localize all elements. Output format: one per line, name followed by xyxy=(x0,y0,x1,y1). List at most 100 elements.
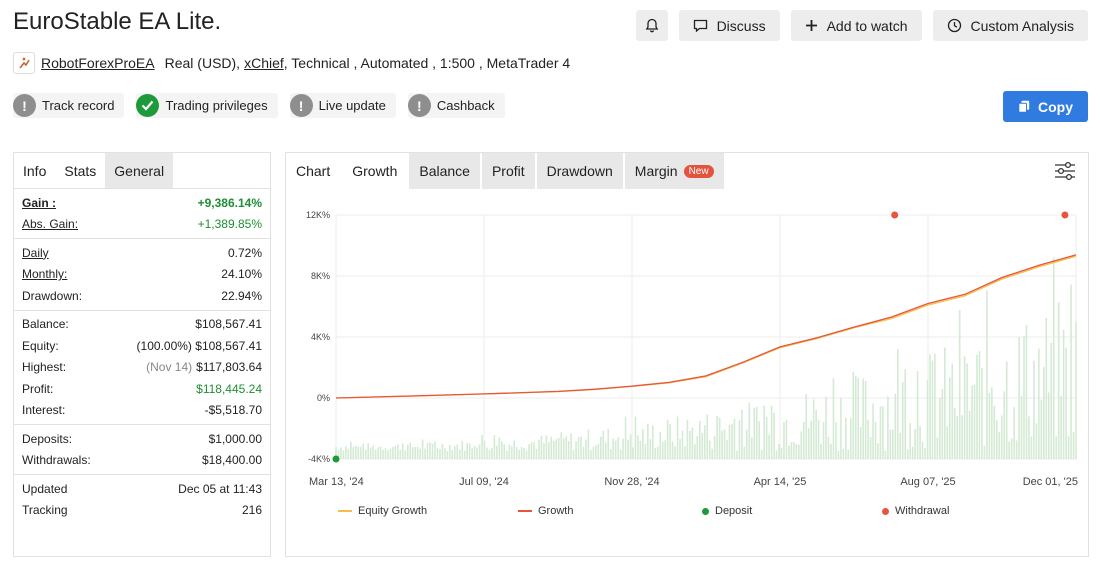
y-tick-label: 8K% xyxy=(311,271,330,281)
badge-trading-privileges[interactable]: Trading privileges xyxy=(136,93,278,118)
notification-button[interactable] xyxy=(635,10,668,41)
activity-bar xyxy=(951,363,954,459)
tab-balance[interactable]: Balance xyxy=(409,153,480,189)
broker-link[interactable]: xChief xyxy=(244,55,284,71)
legend-growth[interactable]: Growth xyxy=(518,505,573,517)
owner-link[interactable]: RobotForexProEA xyxy=(41,55,155,71)
activity-bar xyxy=(523,448,525,459)
legend-equity-growth[interactable]: Equity Growth xyxy=(338,505,427,517)
activity-bar xyxy=(993,405,996,459)
activity-bar xyxy=(627,439,629,459)
activity-bar xyxy=(478,444,481,459)
activity-bar xyxy=(369,447,372,459)
activity-bar xyxy=(706,414,709,459)
legend-deposit[interactable]: Deposit xyxy=(702,505,752,517)
activity-bar xyxy=(889,429,892,459)
growth-chart[interactable]: 12K% 8K% 4K% 0% -4K% Mar 13, '24 Jul 09, '24 N… xyxy=(286,189,1088,499)
daily-label[interactable]: Daily xyxy=(22,245,49,260)
activity-bar xyxy=(661,441,664,459)
activity-bar xyxy=(971,385,973,459)
activity-bar xyxy=(1045,317,1048,459)
activity-bar xyxy=(958,309,961,459)
legend-withdrawal[interactable]: Withdrawal xyxy=(882,505,949,517)
activity-bar xyxy=(909,423,911,459)
activity-bar xyxy=(931,360,934,459)
activity-bar xyxy=(416,446,419,459)
avatar[interactable] xyxy=(13,52,35,74)
stat-row-equity: Equity: (100.00%) $108,567.41 xyxy=(14,335,270,357)
add-to-watch-button[interactable]: Add to watch xyxy=(790,10,922,41)
monthly-label[interactable]: Monthly: xyxy=(22,267,68,282)
activity-bar xyxy=(810,420,812,459)
activity-bar xyxy=(755,406,758,459)
activity-bar xyxy=(1070,284,1072,459)
tab-drawdown[interactable]: Drawdown xyxy=(536,153,623,189)
tab-general[interactable]: General xyxy=(105,153,174,188)
tab-info[interactable]: Info xyxy=(23,162,47,179)
clock-icon xyxy=(947,18,962,33)
activity-bar xyxy=(1060,395,1062,459)
copy-button[interactable]: Copy xyxy=(1003,91,1088,122)
activity-bar xyxy=(998,432,1001,459)
discuss-button[interactable]: Discuss xyxy=(678,10,780,41)
stat-row-withdrawals: Withdrawals: $18,400.00 xyxy=(14,450,270,472)
activity-bar xyxy=(444,448,446,459)
activity-bar xyxy=(614,440,617,459)
activity-bar xyxy=(619,449,622,459)
activity-bar xyxy=(337,450,340,459)
activity-bar xyxy=(622,438,624,459)
activity-bar xyxy=(1057,302,1060,459)
activity-bar xyxy=(904,369,907,459)
stat-row-profit: Profit: $118,445.24 xyxy=(14,378,270,400)
badge-live-update[interactable]: ! Live update xyxy=(289,93,396,118)
tab-margin[interactable]: Margin New xyxy=(624,153,724,189)
activity-bar xyxy=(802,421,805,459)
gain-label[interactable]: Gain : xyxy=(22,195,57,210)
activity-bar xyxy=(976,354,978,459)
daily-value: 0.72% xyxy=(227,245,262,260)
activity-bar xyxy=(347,448,350,459)
activity-bar xyxy=(753,407,756,459)
tab-profit[interactable]: Profit xyxy=(481,153,535,189)
activity-bar xyxy=(731,423,733,459)
activity-bar xyxy=(862,378,864,459)
activity-bar xyxy=(691,427,694,459)
tab-growth[interactable]: Growth xyxy=(342,153,408,189)
activity-bar xyxy=(738,419,741,459)
tab-chart[interactable]: Chart xyxy=(296,163,331,179)
activity-bar xyxy=(466,442,468,459)
badge-cashback[interactable]: ! Cashback xyxy=(407,93,505,118)
custom-analysis-button[interactable]: Custom Analysis xyxy=(932,10,1088,41)
activity-bar xyxy=(916,371,919,459)
tab-stats[interactable]: Stats xyxy=(64,162,97,179)
activity-bar xyxy=(644,444,647,459)
activity-bar xyxy=(1055,436,1058,459)
activity-bar xyxy=(874,422,877,459)
legend-dot-deposit xyxy=(702,507,709,515)
activity-bar xyxy=(449,444,451,459)
activity-bar xyxy=(1072,432,1075,459)
activity-bar xyxy=(854,375,857,459)
x-tick-label: Jul 09, '24 xyxy=(459,476,509,488)
activity-bar xyxy=(830,443,832,459)
activity-bar xyxy=(1038,348,1040,459)
copy-icon xyxy=(1018,100,1030,113)
activity-bar xyxy=(399,449,402,459)
activity-bar xyxy=(639,440,642,459)
badge-label: Track record xyxy=(42,98,115,113)
chart-settings-button[interactable] xyxy=(1054,161,1076,184)
abs-gain-label[interactable]: Abs. Gain: xyxy=(22,217,79,232)
activity-bar xyxy=(533,442,535,459)
activity-bar xyxy=(991,387,993,459)
exclamation-icon: ! xyxy=(13,94,36,117)
equity-amount: $108,567.41 xyxy=(195,338,262,353)
stat-row-updated: Updated Dec 05 at 11:43 xyxy=(14,478,270,500)
activity-bar xyxy=(463,450,466,459)
badge-track-record[interactable]: ! Track record xyxy=(13,93,125,118)
activity-bar xyxy=(1050,342,1053,459)
activity-bar xyxy=(696,436,699,459)
account-details: , Technical , Automated , 1:500 , MetaTr… xyxy=(283,55,571,71)
withdrawals-label: Withdrawals: xyxy=(22,453,91,468)
stat-row-deposits: Deposits: $1,000.00 xyxy=(14,428,270,450)
activity-bar xyxy=(379,446,382,459)
